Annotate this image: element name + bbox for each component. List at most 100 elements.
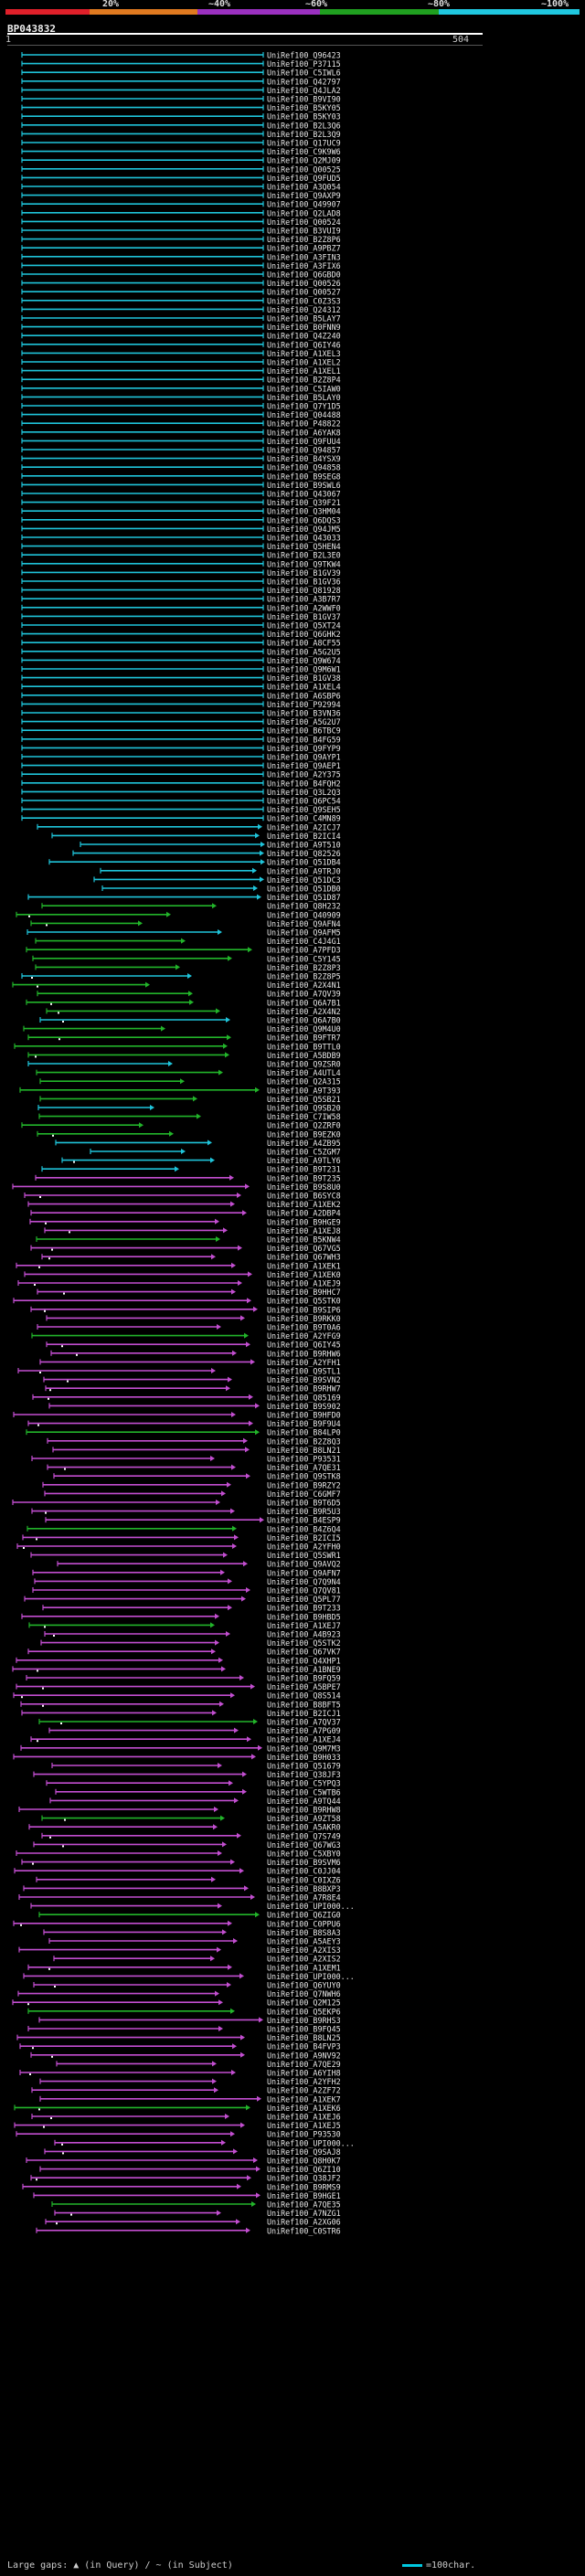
hit-label[interactable]: UniRef100_A5BPE7 <box>267 1682 341 1691</box>
hit-label[interactable]: UniRef100_Q2LAD8 <box>267 208 341 217</box>
hit-label[interactable]: UniRef100_Q49907 <box>267 200 341 209</box>
hit-label[interactable]: UniRef100_B9HBD5 <box>267 1612 341 1621</box>
hit-label[interactable]: UniRef100_A1XEL1 <box>267 366 341 376</box>
hit-label[interactable]: UniRef100_B9RMS9 <box>267 2182 341 2191</box>
hit-label[interactable]: UniRef100_C5XBY0 <box>267 1850 341 1859</box>
hit-label[interactable]: UniRef100_A1XEJ9 <box>267 1279 341 1288</box>
hit-label[interactable]: UniRef100_Q6PC54 <box>267 797 341 806</box>
hit-label[interactable]: UniRef100_UPI000... <box>267 2138 355 2147</box>
hit-label[interactable]: UniRef100_A1XEK2 <box>267 1200 341 1209</box>
hit-label[interactable]: UniRef100_B6TBC9 <box>267 726 341 736</box>
hit-label[interactable]: UniRef100_A2YFH1 <box>267 1358 341 1367</box>
hit-label[interactable]: UniRef100_B9RHW6 <box>267 1349 341 1358</box>
hit-label[interactable]: UniRef100_P93530 <box>267 2130 341 2139</box>
hit-label[interactable]: UniRef100_Q9AFN4 <box>267 919 341 928</box>
hit-label[interactable]: UniRef100_P93531 <box>267 1455 341 1464</box>
hit-label[interactable]: UniRef100_Q5HEN4 <box>267 542 341 551</box>
hit-label[interactable]: UniRef100_A2XG06 <box>267 2218 341 2227</box>
hit-label[interactable]: UniRef100_B2ICJ1 <box>267 1709 341 1718</box>
hit-label[interactable]: UniRef100_Q7S749 <box>267 1831 341 1840</box>
hit-label[interactable]: UniRef100_Q6A7B0 <box>267 1016 341 1025</box>
hit-label[interactable]: UniRef100_Q04488 <box>267 410 341 419</box>
hit-label[interactable]: UniRef100_A1XEK6 <box>267 2104 341 2113</box>
hit-label[interactable]: UniRef100_A7PG09 <box>267 1726 341 1735</box>
hit-label[interactable]: UniRef100_Q00527 <box>267 288 341 297</box>
hit-label[interactable]: UniRef100_A2WWF0 <box>267 603 341 612</box>
hit-label[interactable]: UniRef100_A2DBP4 <box>267 1209 341 1218</box>
hit-label[interactable]: UniRef100_C0JJ04 <box>267 1867 341 1876</box>
hit-label[interactable]: UniRef100_Q42797 <box>267 77 341 86</box>
hit-label[interactable]: UniRef100_A5G2U5 <box>267 647 341 656</box>
hit-label[interactable]: UniRef100_B9SVM6 <box>267 1858 341 1867</box>
hit-label[interactable]: UniRef100_A1XEJ7 <box>267 1621 341 1630</box>
hit-label[interactable]: UniRef100_Q9AFM5 <box>267 928 341 938</box>
hit-label[interactable]: UniRef100_A3FIN3 <box>267 252 341 261</box>
hit-label[interactable]: UniRef100_Q51D87 <box>267 893 341 902</box>
hit-label[interactable]: UniRef100_A2XIS2 <box>267 1955 341 1964</box>
hit-label[interactable]: UniRef100_B9EZK0 <box>267 1129 341 1139</box>
hit-label[interactable]: UniRef100_UPI000... <box>267 1902 355 1911</box>
hit-label[interactable]: UniRef100_B1GV36 <box>267 578 341 587</box>
hit-label[interactable]: UniRef100_A9TRJ0 <box>267 866 341 875</box>
hit-label[interactable]: UniRef100_B9VI90 <box>267 95 341 104</box>
hit-label[interactable]: UniRef100_B9T235 <box>267 1173 341 1182</box>
hit-label[interactable]: UniRef100_B9TTL0 <box>267 1042 341 1051</box>
hit-label[interactable]: UniRef100_B5LAY7 <box>267 314 341 323</box>
hit-label[interactable]: UniRef100_Q5EKP6 <box>267 2007 341 2016</box>
hit-label[interactable]: UniRef100_B9FQ45 <box>267 2025 341 2034</box>
hit-label[interactable]: UniRef100_A1BNE9 <box>267 1665 341 1674</box>
hit-label[interactable]: UniRef100_B9SWL6 <box>267 481 341 490</box>
hit-label[interactable]: UniRef100_C4MN89 <box>267 814 341 823</box>
hit-label[interactable]: UniRef100_B2ICI5 <box>267 1533 341 1542</box>
hit-label[interactable]: UniRef100_Q3HM04 <box>267 507 341 516</box>
hit-label[interactable]: UniRef100_A9NV92 <box>267 2051 341 2060</box>
hit-label[interactable]: UniRef100_B2Z8P5 <box>267 972 341 981</box>
hit-label[interactable]: UniRef100_C5IWL6 <box>267 69 341 78</box>
hit-label[interactable]: UniRef100_Q39F21 <box>267 498 341 507</box>
hit-label[interactable]: UniRef100_B9RZY2 <box>267 1480 341 1489</box>
hit-label[interactable]: UniRef100_A7QE35 <box>267 2200 341 2210</box>
hit-label[interactable]: UniRef100_B6SYC8 <box>267 1192 341 1201</box>
hit-label[interactable]: UniRef100_Q9AXP9 <box>267 191 341 200</box>
hit-label[interactable]: UniRef100_Q9SAJ8 <box>267 2147 341 2157</box>
hit-label[interactable]: UniRef100_C0STR6 <box>267 2226 341 2235</box>
hit-label[interactable]: UniRef100_C0PPU6 <box>267 1919 341 1928</box>
hit-label[interactable]: UniRef100_Q51679 <box>267 1762 341 1771</box>
hit-label[interactable]: UniRef100_B9SVN2 <box>267 1375 341 1384</box>
hit-label[interactable]: UniRef100_A3Q054 <box>267 183 341 192</box>
hit-label[interactable]: UniRef100_B3VUI9 <box>267 227 341 236</box>
hit-label[interactable]: UniRef100_A5BDB9 <box>267 1051 341 1060</box>
hit-label[interactable]: UniRef100_B9T6D5 <box>267 1499 341 1508</box>
hit-label[interactable]: UniRef100_A1XEL4 <box>267 683 341 692</box>
hit-label[interactable]: UniRef100_B0FNN9 <box>267 323 341 332</box>
hit-label[interactable]: UniRef100_A9T510 <box>267 841 341 850</box>
hit-label[interactable]: UniRef100_A1XEL3 <box>267 349 341 358</box>
hit-label[interactable]: UniRef100_B1GV38 <box>267 673 341 683</box>
hit-label[interactable]: UniRef100_A1XEK7 <box>267 2094 341 2104</box>
hit-label[interactable]: UniRef100_Q9W674 <box>267 656 341 665</box>
hit-label[interactable]: UniRef100_A9ZT58 <box>267 1814 341 1823</box>
hit-label[interactable]: UniRef100_Q6ZI10 <box>267 2165 341 2174</box>
hit-label[interactable]: UniRef100_B9HGE9 <box>267 1217 341 1226</box>
hit-label[interactable]: UniRef100_Q9M6W1 <box>267 665 341 674</box>
hit-label[interactable]: UniRef100_Q51DB0 <box>267 885 341 894</box>
hit-label[interactable]: UniRef100_Q9FYP9 <box>267 744 341 753</box>
hit-label[interactable]: UniRef100_B8BXP3 <box>267 1884 341 1893</box>
hit-label[interactable]: UniRef100_Q82526 <box>267 849 341 858</box>
hit-label[interactable]: UniRef100_A2Y375 <box>267 770 341 779</box>
hit-label[interactable]: UniRef100_A2YFG9 <box>267 1331 341 1341</box>
hit-label[interactable]: UniRef100_C7IW58 <box>267 1112 341 1121</box>
hit-label[interactable]: UniRef100_C5WTB6 <box>267 1787 341 1797</box>
hit-label[interactable]: UniRef100_Q40909 <box>267 910 341 919</box>
hit-label[interactable]: UniRef100_A1XEM1 <box>267 1963 341 1972</box>
hit-label[interactable]: UniRef100_C6GMF7 <box>267 1489 341 1499</box>
hit-label[interactable]: UniRef100_A2X4N1 <box>267 981 341 990</box>
hit-label[interactable]: UniRef100_B9S902 <box>267 1402 341 1411</box>
hit-label[interactable]: UniRef100_B2L3Q6 <box>267 121 341 130</box>
hit-label[interactable]: UniRef100_Q51DC3 <box>267 875 341 885</box>
hit-label[interactable]: UniRef100_Q5SB21 <box>267 1095 341 1104</box>
hit-label[interactable]: UniRef100_A5AKR0 <box>267 1823 341 1832</box>
hit-label[interactable]: UniRef100_B5LAY0 <box>267 393 341 402</box>
hit-label[interactable]: UniRef100_A2ZF72 <box>267 2086 341 2095</box>
hit-label[interactable]: UniRef100_Q6IY46 <box>267 340 341 349</box>
